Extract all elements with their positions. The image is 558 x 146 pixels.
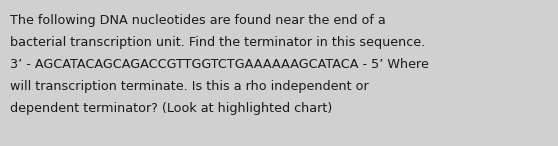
- Text: The following DNA nucleotides are found near the end of a: The following DNA nucleotides are found …: [10, 14, 386, 27]
- Text: 3’ - AGCATACAGCAGACCGTTGGTCTGAAAAAAGCATACA - 5’ Where: 3’ - AGCATACAGCAGACCGTTGGTCTGAAAAAAGCATA…: [10, 58, 429, 71]
- Text: bacterial transcription unit. Find the terminator in this sequence.: bacterial transcription unit. Find the t…: [10, 36, 425, 49]
- Text: will transcription terminate. Is this a rho independent or: will transcription terminate. Is this a …: [10, 80, 369, 93]
- Text: dependent terminator? (Look at highlighted chart): dependent terminator? (Look at highlight…: [10, 102, 332, 115]
